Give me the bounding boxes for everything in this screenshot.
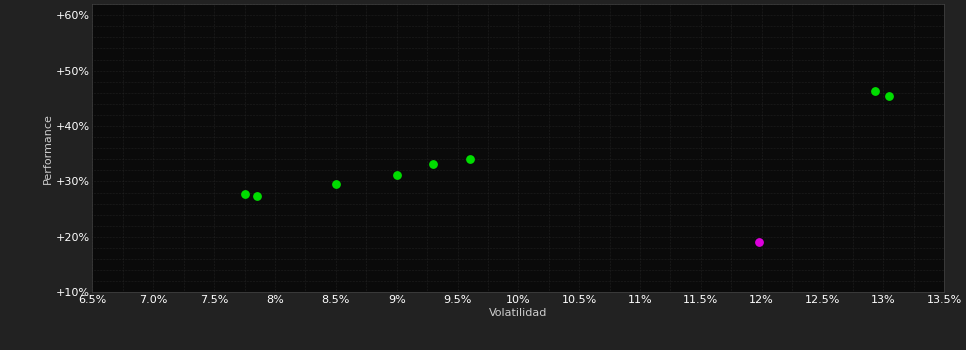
Point — [237, 191, 252, 196]
Point — [882, 93, 897, 98]
Point — [328, 181, 344, 187]
Point — [752, 240, 767, 245]
Point — [389, 173, 405, 178]
Y-axis label: Performance: Performance — [43, 113, 53, 184]
Point — [867, 88, 883, 94]
X-axis label: Volatilidad: Volatilidad — [489, 308, 548, 318]
Point — [462, 156, 477, 162]
Point — [249, 193, 265, 199]
Point — [425, 161, 440, 167]
